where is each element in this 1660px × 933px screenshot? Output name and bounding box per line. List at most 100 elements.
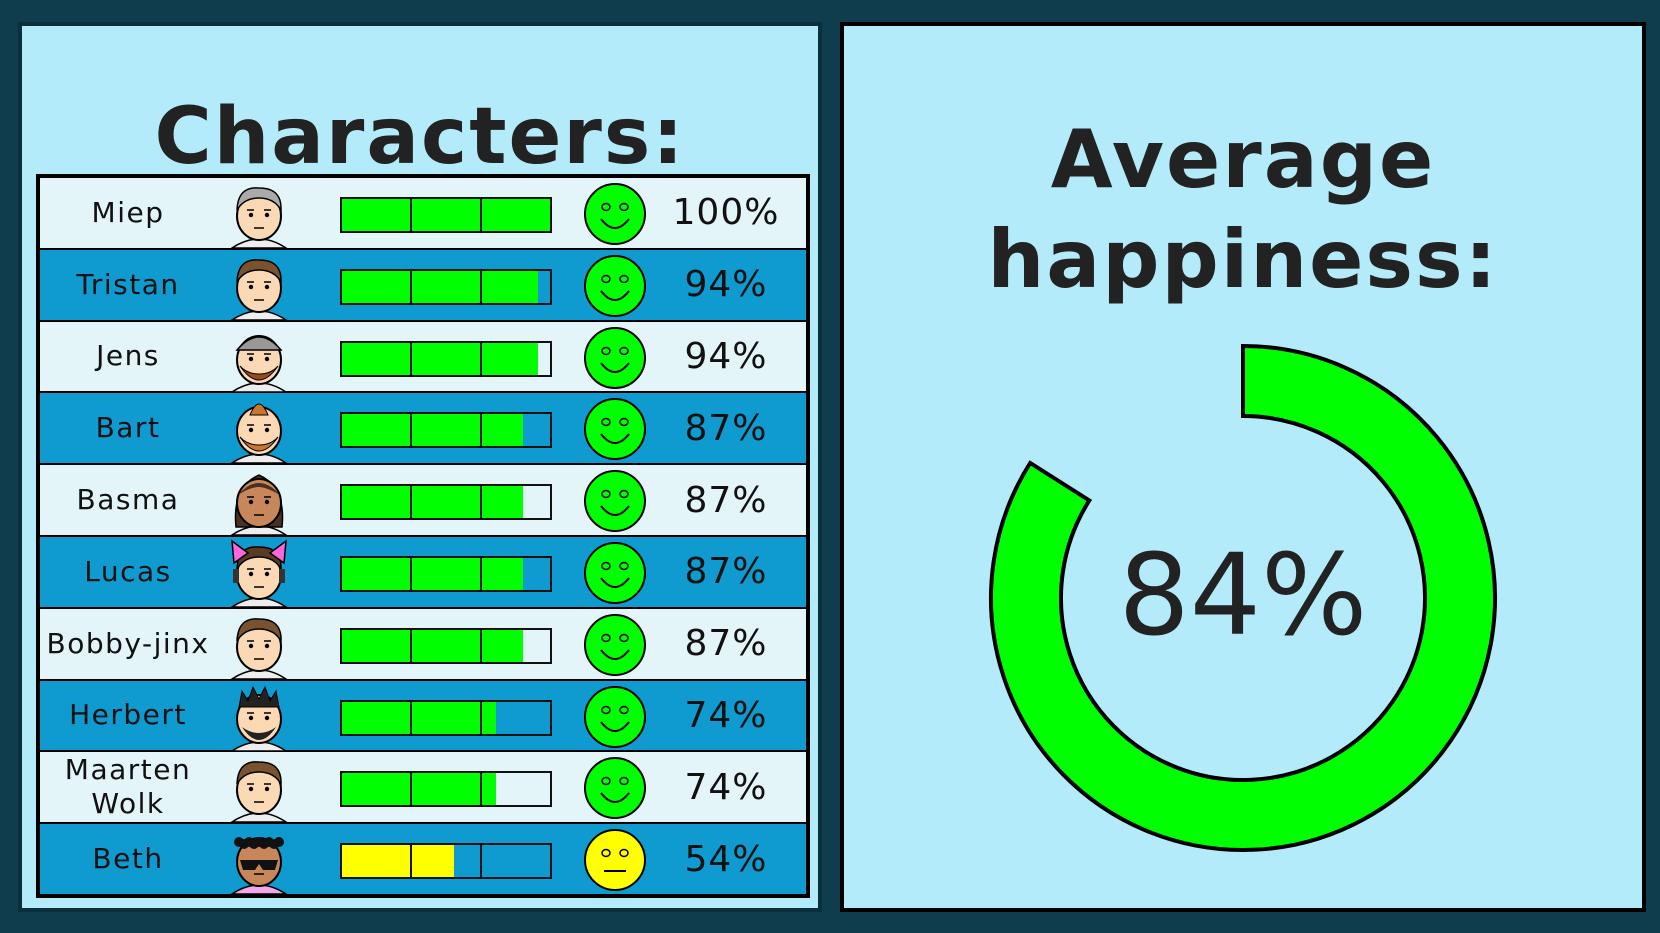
smiley-face-icon bbox=[584, 757, 646, 820]
happiness-bar-divider bbox=[410, 845, 413, 878]
happiness-percent: 87% bbox=[684, 551, 768, 593]
happiness-bar-divider bbox=[410, 414, 413, 447]
spiky-beard-avatar bbox=[230, 685, 288, 751]
happiness-bar-divider bbox=[479, 845, 482, 878]
happiness-bar-divider bbox=[479, 701, 482, 734]
happiness-bar-fill bbox=[342, 342, 538, 375]
average-happiness-value: 84% bbox=[1118, 531, 1368, 661]
happiness-bar bbox=[340, 843, 552, 880]
happiness-percent: 94% bbox=[684, 335, 768, 377]
happiness-bar-divider bbox=[479, 414, 482, 447]
happiness-bar-divider bbox=[479, 629, 482, 662]
smiley-face-icon bbox=[584, 183, 646, 245]
average-happiness-title-line: Average bbox=[1050, 113, 1436, 206]
character-name: Beth bbox=[92, 842, 164, 876]
happiness-bar bbox=[340, 771, 552, 808]
curly-sunglasses-avatar bbox=[230, 837, 288, 895]
happiness-bar-divider bbox=[410, 629, 413, 662]
happiness-bar-fill bbox=[342, 773, 496, 806]
average-happiness-panel: Average happiness: 84% bbox=[840, 22, 1646, 912]
happiness-bar-divider bbox=[479, 486, 482, 519]
happiness-percent: 87% bbox=[684, 623, 768, 665]
brown-hair-avatar bbox=[230, 258, 288, 320]
smiley-face-icon bbox=[584, 398, 646, 461]
happiness-bar-fill bbox=[342, 557, 523, 590]
happiness-bar-divider bbox=[410, 557, 413, 590]
characters-panel: Characters: Miep 100% Tristan 94% Jens 94% Bar… bbox=[18, 22, 822, 912]
character-name: Jens bbox=[96, 339, 160, 373]
brown-hair-avatar bbox=[230, 761, 288, 823]
character-name: Bart bbox=[95, 411, 161, 445]
character-row: Bobby-jinx 87% bbox=[40, 608, 806, 681]
smiley-face-icon bbox=[584, 470, 646, 533]
happiness-bar-fill bbox=[342, 414, 523, 447]
happiness-bar-fill bbox=[342, 629, 523, 662]
happiness-bar-divider bbox=[410, 199, 413, 231]
character-row: Bart 87% bbox=[40, 393, 806, 466]
happiness-bar-divider bbox=[410, 773, 413, 806]
smiley-face-icon bbox=[584, 685, 646, 748]
character-name: Tristan bbox=[76, 267, 180, 301]
happiness-percent: 87% bbox=[684, 479, 768, 521]
average-happiness-title-line: happiness: bbox=[987, 213, 1499, 306]
happiness-bar bbox=[340, 268, 552, 305]
happiness-bar bbox=[340, 197, 552, 233]
characters-title: Characters: bbox=[154, 92, 686, 182]
happiness-bar-fill bbox=[342, 270, 538, 303]
happiness-percent: 74% bbox=[684, 694, 768, 736]
happiness-bar-divider bbox=[410, 270, 413, 303]
smiley-face-icon bbox=[584, 541, 646, 604]
gray-hair-avatar bbox=[230, 187, 288, 248]
happiness-bar-divider bbox=[479, 342, 482, 375]
long-hair-avatar bbox=[230, 474, 288, 536]
happiness-percent: 74% bbox=[684, 766, 768, 808]
happiness-bar-divider bbox=[479, 773, 482, 806]
character-name: Lucas bbox=[84, 554, 172, 588]
happiness-bar-divider bbox=[479, 199, 482, 231]
smiley-face-icon bbox=[584, 254, 646, 317]
characters-table: Miep 100% Tristan 94% Jens 94% Bart 87% Basma 87%… bbox=[36, 174, 810, 898]
character-name: Maarten Wolk bbox=[64, 753, 192, 821]
average-happiness-title: Average happiness: bbox=[844, 110, 1642, 310]
happiness-bar bbox=[340, 555, 552, 592]
character-name: Herbert bbox=[69, 698, 187, 732]
happiness-bar-divider bbox=[410, 342, 413, 375]
character-row: Jens 94% bbox=[40, 321, 806, 394]
character-row: Herbert 74% bbox=[40, 680, 806, 753]
character-row: Basma 87% bbox=[40, 465, 806, 537]
happiness-bar-fill bbox=[342, 199, 550, 231]
happiness-bar bbox=[340, 340, 552, 377]
bearded-cap-avatar bbox=[230, 334, 288, 392]
happiness-bar bbox=[340, 627, 552, 664]
happiness-bar bbox=[340, 412, 552, 449]
character-name: Bobby-jinx bbox=[46, 626, 210, 660]
character-row: Tristan 94% bbox=[40, 249, 806, 322]
smiley-face-icon bbox=[584, 326, 646, 389]
happiness-bar-fill bbox=[342, 486, 523, 519]
happiness-bar bbox=[340, 484, 552, 521]
happiness-percent: 87% bbox=[684, 407, 768, 449]
happiness-bar-divider bbox=[410, 486, 413, 519]
happiness-bar-fill bbox=[342, 845, 455, 878]
happiness-percent: 100% bbox=[672, 192, 780, 234]
happiness-bar-divider bbox=[479, 270, 482, 303]
smiley-face-icon bbox=[584, 613, 646, 676]
neutral-face-icon bbox=[584, 829, 646, 892]
character-row: Beth 54% bbox=[40, 824, 806, 895]
character-name: Miep bbox=[91, 195, 165, 229]
happiness-bar-divider bbox=[410, 701, 413, 734]
happiness-bar-divider bbox=[479, 557, 482, 590]
brown-hair-avatar bbox=[230, 617, 288, 679]
happiness-ring-arc bbox=[989, 343, 1497, 852]
happiness-bar bbox=[340, 699, 552, 736]
ginger-beard-avatar bbox=[230, 403, 288, 464]
happiness-percent: 94% bbox=[684, 264, 768, 306]
happiness-bar-fill bbox=[342, 701, 496, 734]
happiness-percent: 54% bbox=[684, 838, 768, 880]
character-row: Miep 100% bbox=[40, 178, 806, 250]
character-row: Lucas 87% bbox=[40, 536, 806, 609]
character-name: Basma bbox=[76, 483, 180, 517]
happiness-donut bbox=[989, 343, 1497, 852]
character-row: Maarten Wolk 74% bbox=[40, 752, 806, 825]
cat-ears-headphones-avatar bbox=[230, 539, 288, 607]
